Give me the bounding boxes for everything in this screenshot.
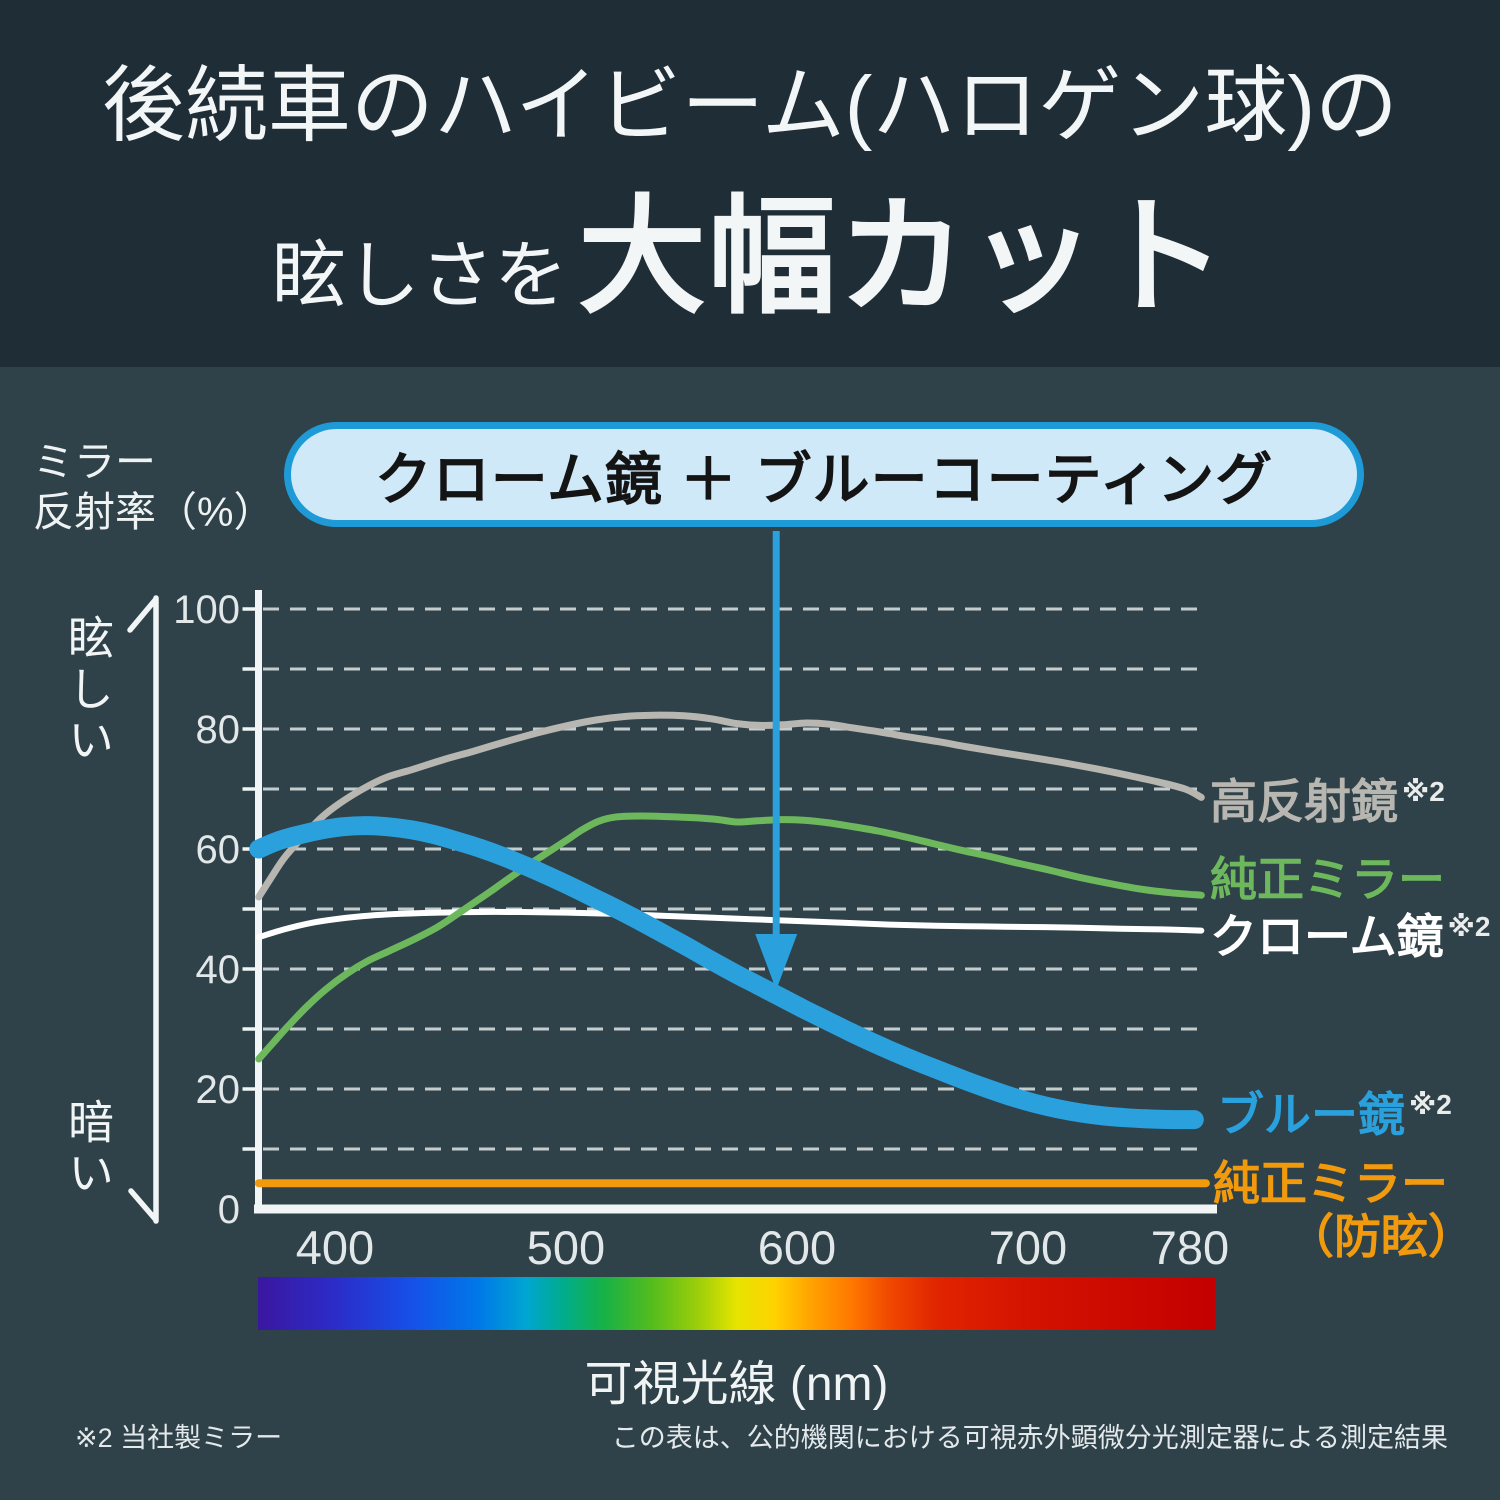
- series-line-ブルー鏡: [249, 816, 1204, 1130]
- legend-note: ※2: [1402, 776, 1445, 808]
- page-title-line2: 眩しさを 大幅カット: [0, 153, 1500, 338]
- y-axis-unit-label: ミラー 反射率（%）: [33, 437, 274, 537]
- legend-item-genuine-mirror: 純正ミラー: [1210, 856, 1445, 903]
- x-tick-label: 780: [1151, 1221, 1229, 1274]
- y-unit-line2: 反射率（%）: [33, 489, 275, 536]
- footnotes: ※2 当社製ミラー この表は、公的機関における可視赤外顕微分光測定器による測定結…: [75, 1416, 1448, 1455]
- callout-arrow-head: [755, 934, 798, 990]
- legend-item-high-reflect-mirror: 高反射鏡 ※2: [1210, 778, 1445, 825]
- legend-label: 純正ミラー: [1210, 853, 1445, 906]
- legend-label: 純正ミラー: [1213, 1157, 1448, 1210]
- legend-label: 高反射鏡: [1210, 775, 1398, 828]
- series-line-クローム鏡: [255, 908, 1205, 941]
- footnote-left: ※2 当社製ミラー: [75, 1423, 283, 1453]
- legend-note: ※2: [1447, 911, 1491, 943]
- x-tick-label: 400: [296, 1221, 374, 1274]
- x-tick-label: 500: [527, 1221, 605, 1274]
- callout-bubble: クローム鏡 ＋ ブルーコーティング: [284, 422, 1364, 527]
- y-tick-label: 80: [196, 708, 241, 752]
- title-line2-small: 眩しさを: [271, 234, 568, 318]
- y-tick-label: 20: [196, 1068, 241, 1112]
- legend-label: ブルー鏡: [1217, 1088, 1405, 1141]
- x-tick-label: 600: [758, 1221, 836, 1274]
- y-tick-label: 100: [173, 588, 240, 632]
- visible-spectrum-bar: [258, 1277, 1215, 1330]
- legend-note: ※2: [1409, 1089, 1452, 1121]
- footnote-right: この表は、公的機関における可視赤外顕微分光測定器による測定結果: [611, 1423, 1448, 1453]
- series-line-高反射鏡: [255, 711, 1205, 901]
- legend-item-chrome-mirror: クローム鏡 ※2: [1210, 913, 1490, 960]
- legend-item-genuine-antiglare-mirror: 純正ミラー （防眩）: [1213, 1160, 1475, 1260]
- legend-label: クローム鏡: [1210, 910, 1444, 963]
- legend-item-blue-mirror: ブルー鏡 ※2: [1217, 1091, 1452, 1138]
- label-glare: 眩しい: [62, 614, 114, 767]
- y-tick-label: 0: [218, 1188, 240, 1232]
- x-tick-label: 700: [989, 1221, 1067, 1274]
- legend-label-line2: （防眩）: [1287, 1210, 1475, 1263]
- label-dark: 暗い: [62, 1098, 114, 1200]
- y-tick-label: 40: [196, 948, 241, 992]
- y-unit-line1: ミラー: [33, 439, 156, 485]
- header-band: 後続車のハイビーム(ハロゲン球)の 眩しさを 大幅カット: [0, 0, 1500, 367]
- title-line2-emphasis: 大幅カット: [577, 186, 1228, 330]
- y-tick-label: 60: [196, 828, 241, 872]
- page-title-line1: 後続車のハイビーム(ハロゲン球)の: [101, 59, 1399, 152]
- series-line-純正ミラー: [255, 812, 1205, 1063]
- scale-arrow: [127, 595, 159, 1224]
- x-axis-unit-label: 可視光線 (nm): [584, 1358, 889, 1411]
- callout-text: クローム鏡 ＋ ブルーコーティング: [374, 447, 1274, 512]
